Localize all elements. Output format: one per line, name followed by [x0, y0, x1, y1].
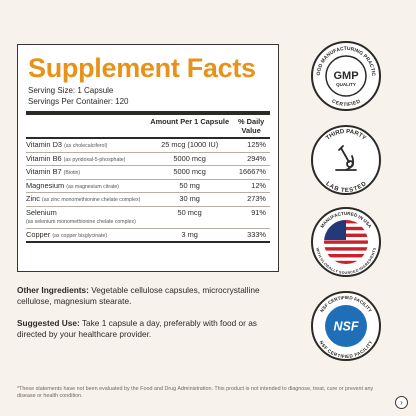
facts-rows: Vitamin D3 (as cholecalciferol) 25 mcg (1… [26, 139, 270, 243]
other-ingredients-label: Other Ingredients: [17, 285, 89, 295]
facts-row: Selenium (as selenium monomethionine chel… [26, 207, 270, 229]
other-ingredients-text: Vegetable cellulose capsules, microcryst… [17, 285, 260, 306]
nutrient-dv: 333% [247, 229, 266, 239]
nutrient-amount: 50 mg [179, 180, 200, 190]
facts-title: Supplement Facts [28, 53, 256, 83]
nutrient-name: Vitamin B6 [26, 153, 62, 163]
nutrient-amount: 5000 mcg [173, 153, 206, 163]
facts-row: Vitamin B7 (Biotin) 5000 mcg 16667% [26, 166, 270, 180]
next-arrow-button[interactable]: › [395, 396, 408, 409]
nutrient-dv: 12% [251, 180, 266, 190]
nutrient-name: Copper [26, 229, 51, 239]
nsf-certified-badge: NSF CERTIFIED FACILITY NSF CERTIFIED FAC… [311, 291, 381, 361]
suggested-use-text: Take 1 capsule a day, preferably with fo… [17, 318, 257, 339]
nutrient-source: (as zinc monomethionine chelate complex) [42, 197, 141, 203]
nutrient-source: (as cholecalciferol) [64, 143, 108, 149]
facts-row: Copper (as copper bisglycinate) 3 mg 333% [26, 229, 270, 243]
suggested-use-label: Suggested Use: [17, 318, 80, 328]
nutrient-source: (as magnesium citrate) [66, 183, 120, 190]
nutrient-source: (as copper bisglycinate) [52, 232, 108, 239]
other-ingredients: Other Ingredients: Vegetable cellulose c… [17, 285, 287, 306]
nsf-logo-icon [325, 305, 367, 347]
gmp-quality-badge: GOOD MANUFACTURING PRACTICE CERTIFIED GM… [310, 40, 381, 111]
col-dv-header: % Daily Value [238, 117, 265, 135]
nutrient-dv: 16667% [238, 167, 266, 176]
gmp-sub-label: QUALITY [336, 82, 356, 87]
made-in-usa-badge: MANUFACTURED IN USA WITH GLOBALLY SOURCE… [311, 207, 381, 277]
nutrient-source: (as selenium monomethionine chelate comp… [26, 219, 136, 225]
us-flag-icon [324, 220, 368, 264]
facts-row: Vitamin B6 (as pyridoxal-5-phosphate) 500… [26, 153, 270, 166]
nutrient-source: (Biotin) [63, 170, 81, 176]
divider [26, 111, 270, 115]
facts-row: Magnesium (as magnesium citrate) 50 mg 12% [26, 180, 270, 193]
disclaimer-footnote: *These statements have not been evaluate… [17, 386, 374, 399]
nutrient-name: Selenium [26, 207, 57, 217]
nutrient-name: Magnesium [26, 180, 65, 190]
facts-row: Vitamin D3 (as cholecalciferol) 25 mcg (1… [26, 139, 270, 153]
nutrient-dv: 125% [247, 140, 266, 149]
nutrient-dv: 294% [247, 153, 266, 163]
nutrient-amount: 30 mg [179, 194, 200, 203]
facts-row: Zinc (as zinc monomethionine chelate com… [26, 193, 270, 207]
nutrient-source: (as pyridoxal-5-phosphate) [63, 156, 126, 163]
nutrient-name: Zinc [26, 194, 40, 203]
nutrient-amount: 50 mcg [177, 207, 202, 217]
nutrient-dv: 91% [251, 207, 266, 217]
nutrient-name: Vitamin D3 [26, 140, 63, 149]
svg-text:CERTIFIED: CERTIFIED [331, 98, 362, 108]
nutrient-amount: 3 mg [181, 229, 198, 239]
supplement-facts-panel: Supplement Facts Serving Size: 1 Capsule… [17, 44, 279, 272]
microscope-icon [335, 145, 357, 171]
nutrient-name: Vitamin B7 [26, 167, 62, 176]
nutrient-amount: 5000 mcg [173, 167, 206, 176]
facts-header-row: Amount Per 1 Capsule % Daily Value [26, 115, 270, 139]
servings-per-container: Servings Per Container: 120 [28, 97, 129, 106]
col-amount-header: Amount Per 1 Capsule [150, 117, 230, 126]
nsf-center-label: NSF [334, 320, 359, 334]
lab-tested-badge: THIRD PARTY LAB TESTED [311, 125, 381, 195]
nutrient-amount: 25 mcg (1000 IU) [161, 140, 219, 149]
suggested-use: Suggested Use: Take 1 capsule a day, pre… [17, 318, 287, 339]
nutrient-dv: 273% [247, 194, 266, 203]
serving-size: Serving Size: 1 Capsule [28, 86, 114, 95]
gmp-ring-bottom: CERTIFIED [331, 98, 362, 108]
gmp-center-label: GMP [333, 70, 358, 82]
